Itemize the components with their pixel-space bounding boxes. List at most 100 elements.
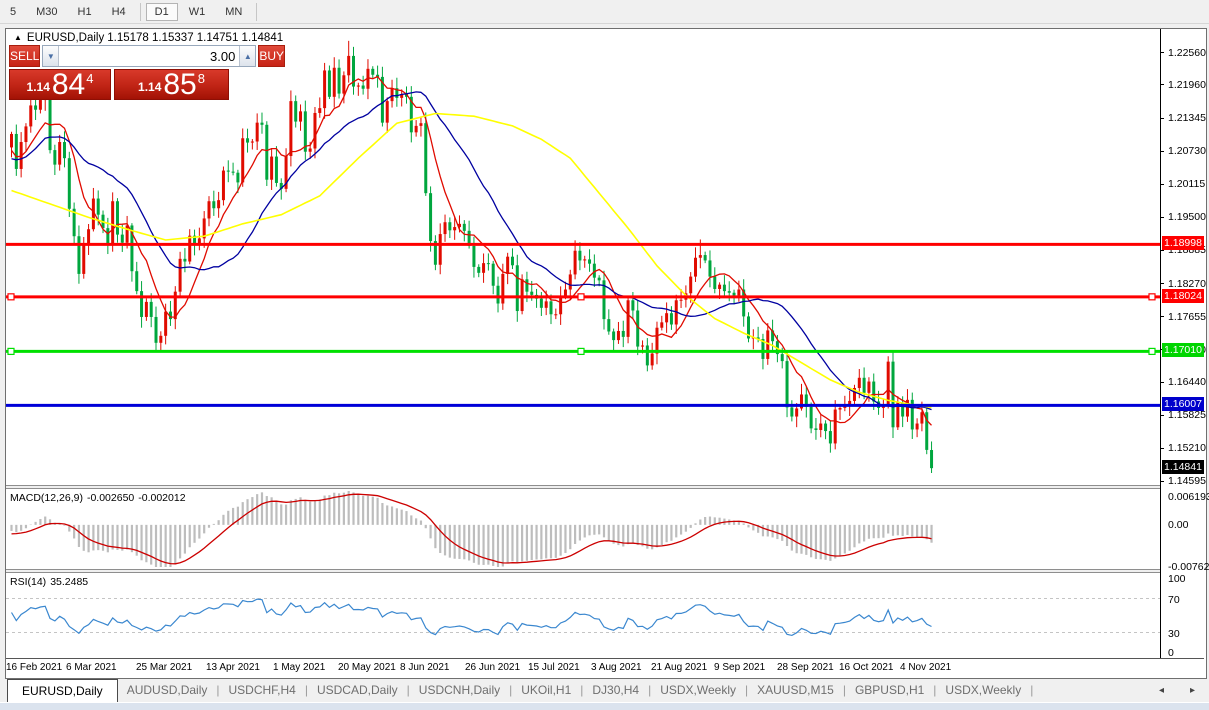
macd-signal-line <box>11 493 932 565</box>
date-label: 8 Jun 2021 <box>400 662 450 673</box>
chart-tab-audusd-daily[interactable]: AUDUSD,Daily <box>126 683 208 697</box>
ask-price-button[interactable]: 1.14 85 8 <box>114 69 229 100</box>
price-level-badge-1.14841: 1.14841 <box>1162 460 1204 475</box>
bid-price-big: 84 <box>51 68 86 101</box>
timeframe-button-d1[interactable]: D1 <box>145 2 178 21</box>
price-level-badge-1.18024: 1.18024 <box>1162 288 1204 303</box>
price-tick-mark <box>1161 117 1164 119</box>
chart-tab-usdcad-daily[interactable]: USDCAD,Daily <box>316 683 398 697</box>
date-label: 16 Oct 2021 <box>839 662 894 673</box>
chart-tab-dj30-h4[interactable]: DJ30,H4 <box>592 683 640 697</box>
chart-tab-usdcnh-daily[interactable]: USDCNH,Daily <box>418 683 501 697</box>
price-tick-mark <box>1161 414 1164 416</box>
tab-separator: | <box>304 683 308 697</box>
toolbar-separator <box>139 2 141 21</box>
timeframe-button-w1[interactable]: W1 <box>188 5 206 18</box>
rsi-label: RSI(14) 35.2485 <box>10 576 92 588</box>
price-tick-label: 1.21345 <box>1168 112 1206 125</box>
timeframe-button-h4[interactable]: H4 <box>111 5 126 18</box>
chart-tab-usdx-weekly[interactable]: USDX,Weekly <box>945 683 1022 697</box>
macd-tick-label: 0.00 <box>1168 518 1189 531</box>
price-tick-mark <box>1161 150 1164 152</box>
collapse-panel-icon[interactable]: ▲ <box>14 33 22 42</box>
price-tick-mark <box>1161 480 1164 482</box>
date-label: 21 Aug 2021 <box>651 662 708 673</box>
date-label: 9 Sep 2021 <box>714 662 766 673</box>
line-handle[interactable] <box>7 347 15 356</box>
price-tick-label: 1.14595 <box>1168 475 1206 488</box>
moving-average-medium <box>11 91 932 411</box>
tab-separator: | <box>509 683 513 697</box>
line-handle[interactable] <box>577 293 585 301</box>
timeframe-button-h1[interactable]: H1 <box>77 5 92 18</box>
line-handle[interactable] <box>1148 347 1156 356</box>
timeframe-button-m30[interactable]: M30 <box>36 5 58 18</box>
bid-price-button[interactable]: 1.14 84 4 <box>9 69 111 100</box>
timeframe-toolbar: 5 M30 H1 H4 D1 W1 MN <box>0 0 1209 24</box>
date-label: 13 Apr 2021 <box>206 662 260 673</box>
tab-scroll-right-icon[interactable]: ▸ <box>1189 685 1195 696</box>
price-tick-mark <box>1161 283 1164 285</box>
tab-separator: | <box>745 683 749 697</box>
line-handle[interactable] <box>7 293 15 301</box>
chart-tab-xauusd-m15[interactable]: XAUUSD,M15 <box>757 683 834 697</box>
tab-separator: | <box>406 683 410 697</box>
tab-scroll-left-icon[interactable]: ◂ <box>1158 685 1164 696</box>
chart-tab-gbpusd-h1[interactable]: GBPUSD,H1 <box>854 683 925 697</box>
timeframe-button-mn[interactable]: MN <box>225 5 243 18</box>
volume-input[interactable] <box>59 46 240 66</box>
spinner-down-icon: ▼ <box>46 51 55 61</box>
price-tick-label: 1.15825 <box>1168 409 1206 422</box>
price-tick-label: 1.18270 <box>1168 277 1206 290</box>
timeframe-button-5[interactable]: 5 <box>10 5 17 18</box>
moving-average-fast <box>10 75 932 426</box>
date-label: 28 Sep 2021 <box>777 662 834 673</box>
sell-button[interactable]: SELL <box>9 45 41 67</box>
ask-price-big: 85 <box>163 68 197 101</box>
price-tick-label: 1.17655 <box>1168 310 1206 323</box>
toolbar-separator <box>256 2 258 21</box>
date-label: 1 May 2021 <box>273 662 326 673</box>
chart-tab-usdchf-h4[interactable]: USDCHF,H4 <box>228 683 296 697</box>
ask-price-pip: 8 <box>197 71 205 86</box>
date-label: 15 Jul 2021 <box>528 662 580 673</box>
tab-separator: | <box>580 683 584 697</box>
price-axis[interactable]: 1.22560 1.21960 1.21345 1.20730 1.20115 1.195… <box>1160 29 1209 659</box>
volume-decrease-button[interactable]: ▼ <box>43 46 60 66</box>
line-handle[interactable] <box>577 347 585 356</box>
pane-divider[interactable] <box>6 569 1204 573</box>
macd-value-main: -0.002650 <box>86 492 135 504</box>
price-tick-label: 1.20730 <box>1168 145 1206 158</box>
chart-tab-ukoil-h1[interactable]: UKOil,H1 <box>521 683 572 697</box>
price-tick-mark <box>1161 216 1164 218</box>
rsi-tick-label: 30 <box>1168 627 1180 640</box>
chart-tab-usdx-weekly[interactable]: USDX,Weekly <box>660 683 736 697</box>
rsi-tick-label: 70 <box>1168 593 1180 606</box>
volume-increase-button[interactable]: ▲ <box>239 46 256 66</box>
price-tick-mark <box>1161 381 1164 383</box>
date-axis[interactable]: 16 Feb 2021 6 Mar 2021 25 Mar 2021 13 Apr 2… <box>6 659 1204 677</box>
date-label: 20 May 2021 <box>338 662 396 673</box>
price-tick-label: 1.15210 <box>1168 442 1206 455</box>
tab-separator: | <box>216 683 220 697</box>
macd-indicator-chart <box>10 491 933 567</box>
macd-label: MACD(12,26,9) -0.002650 -0.002012 <box>10 492 190 504</box>
macd-tick-label: 0.006193 <box>1168 491 1209 503</box>
rsi-indicator-chart <box>6 598 1160 637</box>
price-level-badge-1.18998: 1.18998 <box>1162 236 1204 251</box>
line-handle[interactable] <box>1148 293 1156 301</box>
pane-divider[interactable] <box>6 485 1204 489</box>
rsi-line <box>10 598 932 637</box>
price-tick-label: 1.19500 <box>1168 211 1206 224</box>
chart-tab-eurusd-daily[interactable]: EURUSD,Daily <box>7 679 118 702</box>
date-label: 3 Aug 2021 <box>591 662 642 673</box>
date-label: 25 Mar 2021 <box>136 662 193 673</box>
date-label: 16 Feb 2021 <box>6 662 63 673</box>
main-price-chart[interactable] <box>6 29 1160 485</box>
macd-name: MACD(12,26,9) <box>10 492 83 504</box>
buy-button[interactable]: BUY <box>258 45 286 67</box>
price-tick-label: 1.22560 <box>1168 46 1206 59</box>
macd-tick-label: -0.007625 <box>1168 561 1209 573</box>
rsi-tick-label: 100 <box>1168 573 1186 585</box>
price-tick-label: 1.21960 <box>1168 78 1206 91</box>
